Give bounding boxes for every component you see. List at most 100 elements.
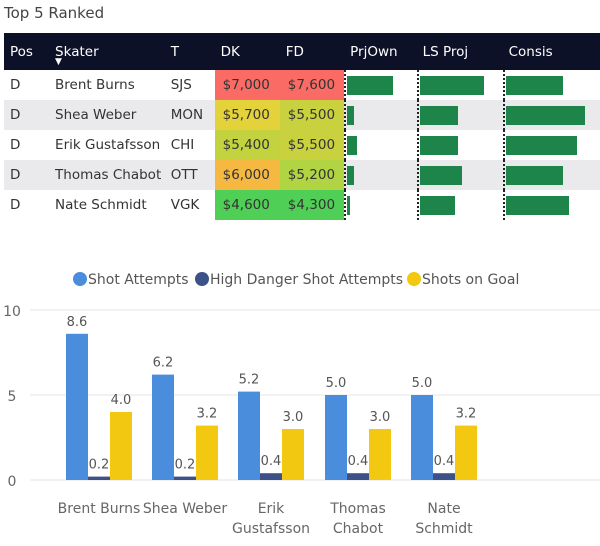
prjown-data-bar [347,136,357,155]
bar-1 [88,476,110,480]
data-label: 3.0 [283,410,304,425]
prjown-bar-cell [344,190,417,220]
data-label: 0.4 [348,454,369,469]
position-cell: D [10,77,21,93]
prjown-data-bar [347,106,355,125]
prjown-bar-cell [344,160,417,190]
table-row[interactable]: D Nate Schmidt VGK $4,600 $4,300 [4,190,600,220]
prjown-data-bar [347,76,393,95]
position-cell: D [4,160,50,190]
fd-salary-cell: $5,500 [279,130,345,160]
data-label: 0.2 [89,458,110,473]
legend-marker-1 [195,272,209,286]
column-header-t[interactable]: T [164,33,215,70]
data-label: 0.4 [261,454,282,469]
column-header-label: FD [285,43,304,60]
column-header-pos[interactable]: Pos [4,33,50,70]
data-label: 3.2 [456,407,477,422]
column-header-label: DK [220,43,240,60]
prjown-bar-cell [344,100,417,130]
team-cell: SJS [170,77,192,93]
dk-salary-cell: $6,000 [214,160,280,190]
bar-1 [260,473,282,480]
consis-data-bar [505,196,570,215]
lsproj-bar-cell [416,100,503,130]
data-label: 3.2 [197,407,218,422]
team-cell: MON [164,100,215,130]
data-label: 0.4 [434,454,455,469]
shots-bar-chart: 0 5 10 Shot Attempts High Danger Shot Attemp… [3,272,600,537]
bar-1 [433,473,455,480]
consis-data-bar [505,106,586,125]
position-cell: D [10,197,21,213]
data-label: 3.0 [370,410,391,425]
bar-0 [325,395,347,480]
consis-bar-cell [502,130,600,160]
x-tick-label: Erik [258,501,285,517]
lsproj-data-bar [419,196,455,215]
column-header-label: Consis [508,43,553,60]
consis-bar-cell [502,100,600,130]
legend-marker-2 [407,272,421,286]
column-header-ls-proj[interactable]: LS Proj [416,33,503,70]
skater-cell: Shea Weber [49,100,165,130]
skater-cell: Thomas Chabot [49,160,165,190]
table-row[interactable]: D Shea Weber MON $5,700 $5,500 [4,100,600,130]
team-cell: CHI [170,137,195,153]
x-tick-label: Gustafsson [232,521,310,537]
bar-0 [238,391,260,480]
position-cell: D [4,100,50,130]
dk-salary-cell: $5,400 [214,130,280,160]
column-header-label: LS Proj [422,43,469,60]
column-header-consis[interactable]: Consis [502,33,600,70]
column-header-prjown[interactable]: PrjOwn [344,33,417,70]
y-tick-label: 0 [8,474,17,490]
ranked-table: Pos Skater ▼ T DK FD PrjOwn LS Proj Consis D Bren… [4,33,600,220]
x-tick-label: Brent Burns [58,501,141,517]
bar-0 [152,374,174,480]
data-label: 5.2 [239,373,260,388]
fd-salary-cell: $5,500 [279,100,345,130]
bar-0 [66,333,88,480]
bar-2 [455,425,477,480]
consis-bar-cell [502,190,600,220]
prjown-data-bar [347,196,351,215]
table-row[interactable]: D Brent Burns SJS $7,000 $7,600 [4,70,600,100]
bar-1 [174,476,196,480]
x-tick-label: Thomas [329,501,386,517]
skater-cell: Brent Burns [55,77,135,93]
legend-label: Shots on Goal [422,272,519,288]
sort-descending-icon[interactable]: ▼ [55,57,62,67]
x-tick-label: Nate [427,501,460,517]
consis-data-bar [505,136,577,155]
lsproj-bar-cell [416,70,503,100]
prjown-bar-cell [344,130,417,160]
column-header-fd[interactable]: FD [279,33,345,70]
lsproj-bar-cell [416,160,503,190]
team-cell: OTT [164,160,215,190]
fd-salary-cell: $5,200 [279,160,345,190]
lsproj-data-bar [419,166,462,185]
x-tick-label: Schmidt [415,521,473,537]
column-header-label: Pos [10,43,33,60]
legend-marker-0 [73,272,87,286]
lsproj-bar-cell [416,130,503,160]
consis-data-bar [505,76,563,95]
table-row[interactable]: D Erik Gustafsson CHI $5,400 $5,500 [4,130,600,160]
table-title: Top 5 Ranked [4,4,105,22]
column-header-skater[interactable]: Skater ▼ [49,33,165,70]
bar-2 [369,429,391,480]
data-label: 6.2 [153,356,174,371]
lsproj-data-bar [419,76,485,95]
dk-salary-cell: $4,600 [214,190,280,220]
bar-1 [347,473,369,480]
skater-cell: Erik Gustafsson [55,137,161,153]
consis-data-bar [505,166,563,185]
dk-salary-cell: $5,700 [214,100,280,130]
table-row[interactable]: D Thomas Chabot OTT $6,000 $5,200 [4,160,600,190]
consis-bar-cell [502,160,600,190]
x-tick-label: Chabot [333,521,384,537]
fd-salary-cell: $7,600 [279,70,345,100]
dk-salary-cell: $7,000 [214,70,280,100]
column-header-dk[interactable]: DK [214,33,280,70]
